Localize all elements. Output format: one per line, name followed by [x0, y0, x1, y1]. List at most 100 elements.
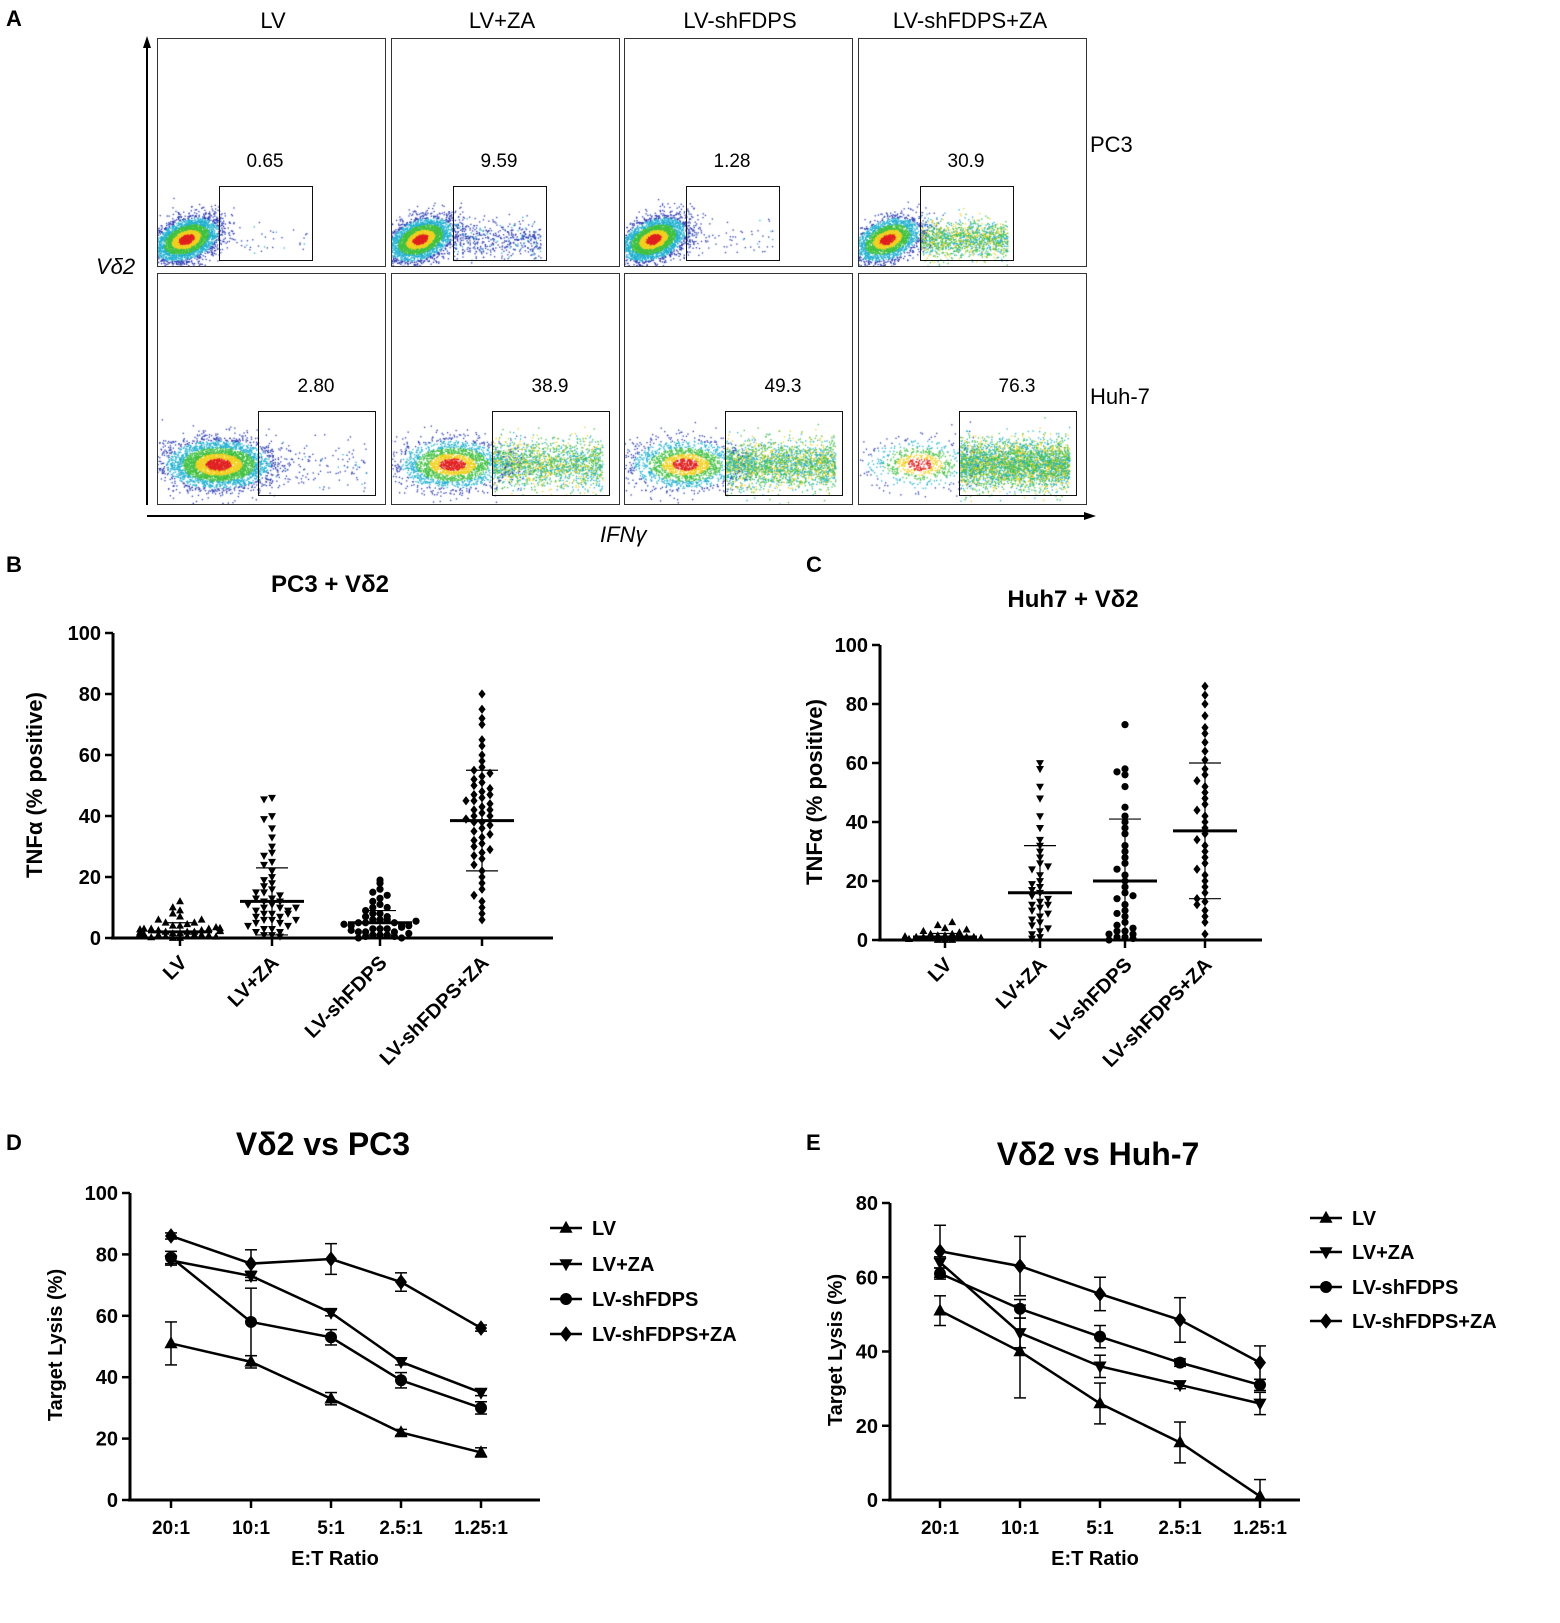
data-point: [475, 1401, 487, 1414]
x-tick-label: LV+ZA: [224, 952, 284, 1012]
y-tick-label: 20: [79, 867, 101, 889]
data-point: [1121, 803, 1129, 811]
data-point: [276, 913, 284, 921]
panel-label-c: C: [806, 552, 822, 577]
legend-label: LV-shFDPS+ZA: [1352, 1311, 1497, 1333]
data-point: [376, 894, 384, 902]
data-point: [268, 825, 276, 833]
data-point: [1014, 1302, 1026, 1315]
flow-plot-huh7-lv-shfdps-za: 76.3: [858, 273, 1087, 505]
data-point: [383, 891, 391, 899]
row-label-huh7: Huh-7: [1090, 384, 1150, 409]
data-point: [1044, 895, 1052, 904]
data-point: [470, 789, 478, 800]
legend-item: LV-shFDPS: [550, 1289, 698, 1311]
chart-b: PC3 + Vδ2 0 20 40 60 80 100 TNFα (% positive) LV…: [22, 571, 553, 1070]
data-point: [245, 1255, 257, 1272]
data-point: [252, 889, 260, 897]
data-point: [383, 925, 391, 933]
x-tick-label: 10:1: [1001, 1518, 1039, 1539]
x-tick-label: 1.25:1: [454, 1518, 508, 1539]
legend-marker-triangle-down-icon: [559, 1259, 573, 1272]
data-point: [1173, 1435, 1187, 1448]
column-header-lv-za: LV+ZA: [468, 8, 536, 33]
data-point: [260, 889, 268, 897]
series-line: [170, 1259, 482, 1394]
data-point: [486, 829, 494, 839]
data-point: [245, 1315, 257, 1328]
data-point: [470, 835, 478, 846]
data-point: [376, 885, 384, 893]
data-point: [1028, 931, 1036, 939]
data-point: [1036, 836, 1044, 845]
x-tick-label: 20:1: [152, 1518, 190, 1539]
legend-label: LV-shFDPS: [592, 1289, 698, 1311]
data-point: [252, 907, 260, 915]
y-tick-label: 60: [846, 753, 868, 775]
series-lv-shfdps-za: [934, 1224, 1266, 1381]
data-point: [252, 919, 260, 928]
data-point: [478, 713, 486, 724]
data-point: [154, 930, 163, 938]
y-tick-label: 100: [68, 623, 101, 645]
data-point: [260, 816, 268, 824]
data-point: [470, 817, 478, 827]
legend-marker-circle-icon: [560, 1293, 572, 1305]
data-point: [1028, 907, 1036, 915]
data-point: [268, 849, 276, 857]
legend-item: LV-shFDPS+ZA: [1310, 1311, 1497, 1333]
data-point: [1113, 927, 1121, 935]
arrowhead-right-icon: [1084, 512, 1096, 520]
data-point: [478, 750, 486, 760]
data-point: [486, 811, 494, 821]
x-tick-label: LV-shFDPS+ZA: [376, 952, 494, 1070]
data-point: [369, 925, 377, 933]
legend-marker-triangle-up-icon: [559, 1220, 573, 1233]
x-axis-label: E:T Ratio: [291, 1548, 379, 1570]
gate-rectangle: [453, 186, 547, 261]
data-point: [1174, 1312, 1186, 1328]
data-point: [1014, 1258, 1026, 1274]
data-point: [478, 762, 486, 772]
y-tick-label: 80: [79, 684, 101, 706]
data-point: [147, 924, 156, 932]
legend-item: LV-shFDPS+ZA: [550, 1324, 737, 1346]
data-point: [1121, 721, 1129, 729]
data-point: [1093, 1396, 1107, 1409]
data-point: [1113, 865, 1121, 873]
data-point: [486, 789, 494, 800]
flow-density-dots: [392, 39, 619, 266]
data-point: [475, 1320, 487, 1336]
data-point: [1044, 910, 1052, 918]
data-point: [1036, 825, 1044, 833]
column-header-lv: LV: [260, 8, 286, 33]
data-point: [197, 915, 206, 923]
x-axis-label: E:T Ratio: [1051, 1548, 1139, 1570]
panel-label-e: E: [806, 1130, 821, 1155]
data-point: [1201, 746, 1209, 756]
flow-plot-pc3-lv: 0.65: [157, 38, 386, 267]
data-point: [478, 896, 486, 907]
flow-plot-pc3-lv-shfdps: 1.28: [624, 38, 853, 267]
x-tick-label: LV: [159, 952, 192, 985]
data-point: [478, 689, 486, 699]
legend-item: LV: [550, 1218, 617, 1240]
data-point: [168, 933, 177, 941]
data-point: [1105, 930, 1113, 938]
y-tick-label: 0: [867, 1490, 878, 1512]
data-point: [919, 926, 928, 935]
y-tick-label: 20: [96, 1429, 118, 1451]
x-tick-label: 10:1: [232, 1518, 270, 1539]
legend-marker-diamond-icon: [560, 1326, 572, 1342]
y-axis-label: Target Lysis (%): [45, 1269, 67, 1421]
data-point: [470, 826, 478, 836]
data-point: [347, 926, 355, 934]
chart-title: Vδ2 vs PC3: [236, 1126, 410, 1162]
data-point: [292, 916, 300, 925]
data-point: [1173, 1380, 1187, 1393]
data-point: [398, 934, 406, 942]
gate-percentage: 9.59: [480, 151, 518, 172]
data-point: [325, 1251, 337, 1267]
data-point: [395, 1274, 407, 1290]
